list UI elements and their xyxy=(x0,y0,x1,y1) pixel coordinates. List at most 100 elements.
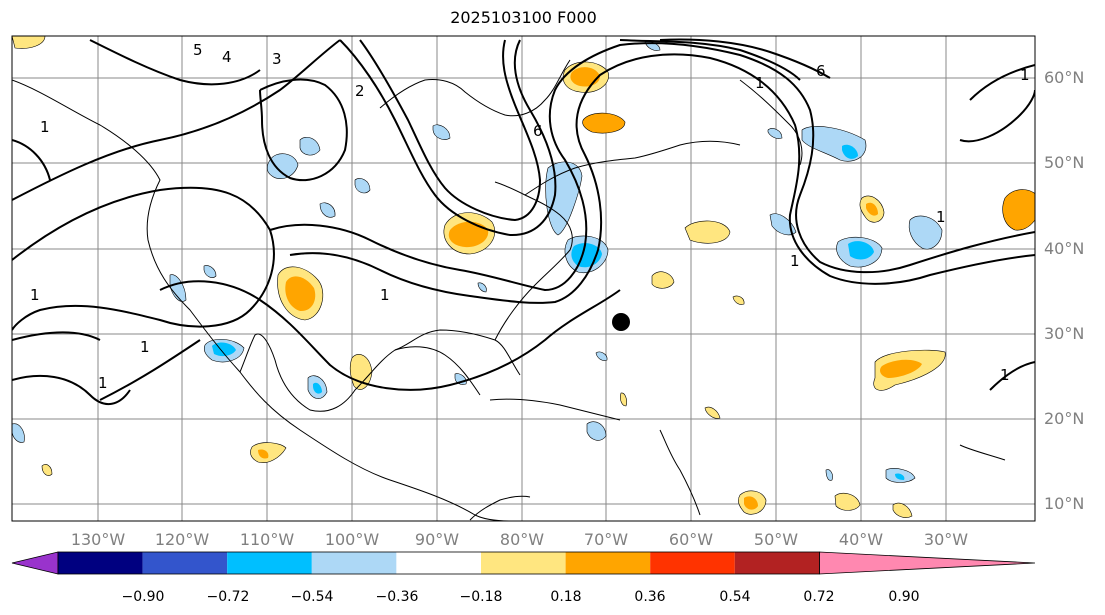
warm-anomaly-nw xyxy=(684,220,731,244)
longitude-label: 40°W xyxy=(839,530,883,549)
warm-anomaly-sm7 xyxy=(620,392,627,407)
colorbar-extend-high xyxy=(819,551,1036,575)
cold-anomaly-sm9 xyxy=(477,282,487,293)
warm-anomaly-66w xyxy=(651,271,675,289)
colorbar-tick-label: 0.36 xyxy=(634,589,665,605)
colorbar-segment xyxy=(142,552,228,574)
map-title: 2025103100 F000 xyxy=(450,8,597,27)
longitude-label: 30°W xyxy=(924,530,968,549)
cold-anomaly-caribbean xyxy=(586,421,607,441)
colorbar-tick-label: −0.18 xyxy=(460,589,503,605)
contour-label: 6 xyxy=(533,122,543,140)
warm-anomaly-mex-core xyxy=(258,449,269,459)
cold-anomaly-can3 xyxy=(319,202,336,218)
cold-anomaly-can2 xyxy=(299,137,321,156)
warm-anomaly-mex xyxy=(250,442,287,463)
colorbar-tick-label: −0.54 xyxy=(291,589,334,605)
contour-label: 1 xyxy=(140,338,150,356)
graticule xyxy=(12,36,1035,521)
longitude-label: 130°W xyxy=(71,530,126,549)
longitude-label: 60°W xyxy=(669,530,713,549)
colorbar-tick-label: −0.36 xyxy=(376,589,419,605)
contour-label: 6 xyxy=(816,62,826,80)
colorbar-outline xyxy=(57,551,820,575)
contour-label: 1 xyxy=(1020,66,1030,84)
latitude-label: 40°N xyxy=(1044,239,1084,258)
latitude-label: 10°N xyxy=(1044,494,1084,513)
height-contours xyxy=(12,38,1035,405)
latitude-label: 50°N xyxy=(1044,153,1084,172)
cold-anomaly-sm3 xyxy=(203,265,217,278)
colorbar-segment xyxy=(565,552,651,574)
warm-anomaly-great-lakes-core xyxy=(448,221,489,248)
warm-anomaly-sm6 xyxy=(704,406,721,419)
latitude-label: 20°N xyxy=(1044,409,1084,428)
cold-anomaly-nw-can xyxy=(266,153,299,179)
longitude-label: 50°W xyxy=(754,530,798,549)
cold-anomaly-can4 xyxy=(354,178,371,194)
latitude-label: 60°N xyxy=(1044,68,1084,87)
contour-label: 1 xyxy=(98,374,108,392)
contour-label: 1 xyxy=(380,286,390,304)
warm-anomaly-atlantic-mid-core xyxy=(880,359,922,378)
contour-labels: 5 4 3 2 1 6 1 1 1 1 1 6 1 1 1 1 xyxy=(30,41,1030,392)
colorbar-segment xyxy=(734,552,820,574)
contour-label: 1 xyxy=(936,208,946,226)
colorbar-segment xyxy=(227,552,312,574)
colorbar xyxy=(11,551,1036,575)
longitude-label: 80°W xyxy=(500,530,544,549)
contour-label: 5 xyxy=(193,41,203,59)
cold-anomaly-sm7 xyxy=(825,469,833,481)
colorbar-segment xyxy=(58,552,143,574)
cold-anomaly-sm5 xyxy=(595,351,608,361)
contour-label: 1 xyxy=(790,252,800,270)
longitude-label: 100°W xyxy=(325,530,380,549)
warm-anomaly-se-atl-core xyxy=(744,496,758,510)
warm-anomaly-sm2 xyxy=(892,502,913,518)
contour-label: 4 xyxy=(222,48,232,66)
colorbar-tick-label: −0.90 xyxy=(122,589,165,605)
warm-anomaly-sm4 xyxy=(41,464,53,476)
colorbar-tick-label: 0.18 xyxy=(550,589,581,605)
warm-anomaly-quebec xyxy=(582,112,626,134)
map-frame xyxy=(11,35,1036,522)
cold-anomaly-mex2-core xyxy=(313,382,322,394)
latitude-labels: 60°N 50°N 40°N 30°N 20°N 10°N xyxy=(1044,68,1084,513)
warm-anomaly-sm5 xyxy=(732,295,745,305)
longitude-label: 120°W xyxy=(155,530,210,549)
warm-anomaly-sm1 xyxy=(834,493,861,511)
cold-anomaly-sm6 xyxy=(767,128,783,139)
cold-anomaly-atl-w xyxy=(769,213,797,236)
colorbar-segment xyxy=(650,552,735,574)
cold-anomaly-atl-ne xyxy=(908,215,943,250)
cold-anomaly-atl-n-core xyxy=(842,144,858,159)
contour-label: 1 xyxy=(40,118,50,136)
cold-anomaly-sm1 xyxy=(12,423,25,443)
warm-anomaly-southwest-core xyxy=(285,276,316,312)
longitude-label: 70°W xyxy=(584,530,628,549)
longitude-labels: 130°W 120°W 110°W 100°W 90°W 80°W 70°W 6… xyxy=(71,530,968,549)
cold-anomaly-sm2 xyxy=(169,274,187,302)
colorbar-segment xyxy=(481,552,566,574)
contour-label: 2 xyxy=(355,82,365,100)
colorbar-ticks: −0.90 −0.72 −0.54 −0.36 −0.18 0.18 0.36 … xyxy=(122,589,920,605)
latitude-label: 30°N xyxy=(1044,324,1084,343)
colorbar-tick-label: −0.72 xyxy=(207,589,250,605)
map-area xyxy=(12,36,1035,521)
warm-anomaly-50w-core xyxy=(866,202,878,216)
contour-label: 1 xyxy=(30,286,40,304)
colorbar-tick-label: 0.90 xyxy=(888,589,919,605)
warm-anomaly-atlantic-east xyxy=(1002,189,1035,231)
contour-label: 3 xyxy=(272,50,282,68)
colorbar-extend-low xyxy=(11,551,59,575)
longitude-label: 90°W xyxy=(415,530,459,549)
colorbar-tick-label: 0.54 xyxy=(719,589,750,605)
storm-center-marker xyxy=(612,313,630,331)
cold-anomaly-atl-mid-core xyxy=(848,241,874,260)
colorbar-segment xyxy=(396,552,481,574)
cold-anomaly-carib2-core xyxy=(895,473,905,480)
colorbar-tick-label: 0.72 xyxy=(803,589,834,605)
longitude-label: 110°W xyxy=(240,530,295,549)
cold-anomaly-can5 xyxy=(432,124,451,140)
